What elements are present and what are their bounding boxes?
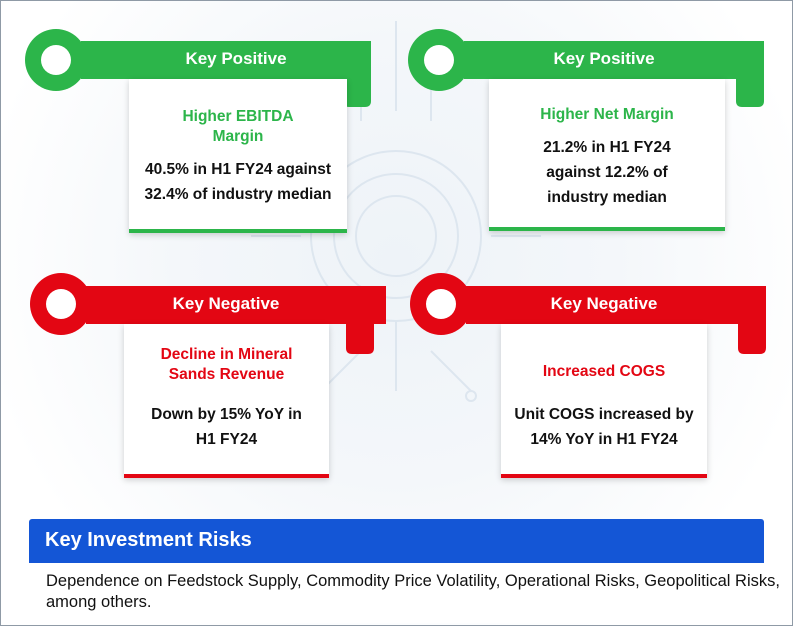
key-label: Key Negative (172, 294, 280, 313)
key-label: Key Positive (553, 49, 655, 68)
key-positive-ebitda: Key Positive Higher EBITDA Margin 40.5% … (1, 1, 401, 251)
card-body: 40.5% in H1 FY24 against 32.4% of indust… (144, 161, 332, 203)
key-label: Key Positive (185, 49, 287, 68)
key-positive-shape (25, 29, 371, 107)
card-title: Higher Net Margin (540, 106, 674, 123)
risks-title: Key Investment Risks (45, 529, 252, 551)
key-negative-shape (410, 273, 766, 354)
card-title: Decline in Mineral Sands Revenue (160, 346, 293, 383)
key-card: Increased COGS Unit COGS increased by 14… (501, 324, 707, 478)
key-positive-net-margin: Key Positive Higher Net Margin 21.2% in … (401, 1, 792, 251)
risks-body: Dependence on Feedstock Supply, Commodit… (29, 563, 791, 623)
card-body: 21.2% in H1 FY24 against 12.2% of indust… (543, 139, 671, 206)
key-negative-cogs: Key Negative Increased COGS Unit COGS in… (401, 256, 792, 486)
key-card: Higher Net Margin 21.2% in H1 FY24 again… (489, 79, 725, 231)
risks-header: Key Investment Risks (29, 519, 764, 563)
card-body: Unit COGS increased by 14% YoY in H1 FY2… (514, 406, 694, 448)
key-negative-shape (30, 273, 386, 354)
key-card: Decline in Mineral Sands Revenue Down by… (124, 324, 329, 478)
key-positive-shape (408, 29, 764, 107)
card-title: Higher EBITDA Margin (182, 108, 294, 145)
key-negative-mineral-sands: Key Negative Decline in Mineral Sands Re… (1, 256, 401, 486)
key-label: Key Negative (550, 294, 658, 313)
key-card: Higher EBITDA Margin 40.5% in H1 FY24 ag… (129, 79, 347, 233)
risks-text: Dependence on Feedstock Supply, Commodit… (46, 572, 780, 611)
card-title: Increased COGS (542, 363, 666, 380)
card-body: Down by 15% YoY in H1 FY24 (151, 406, 302, 448)
